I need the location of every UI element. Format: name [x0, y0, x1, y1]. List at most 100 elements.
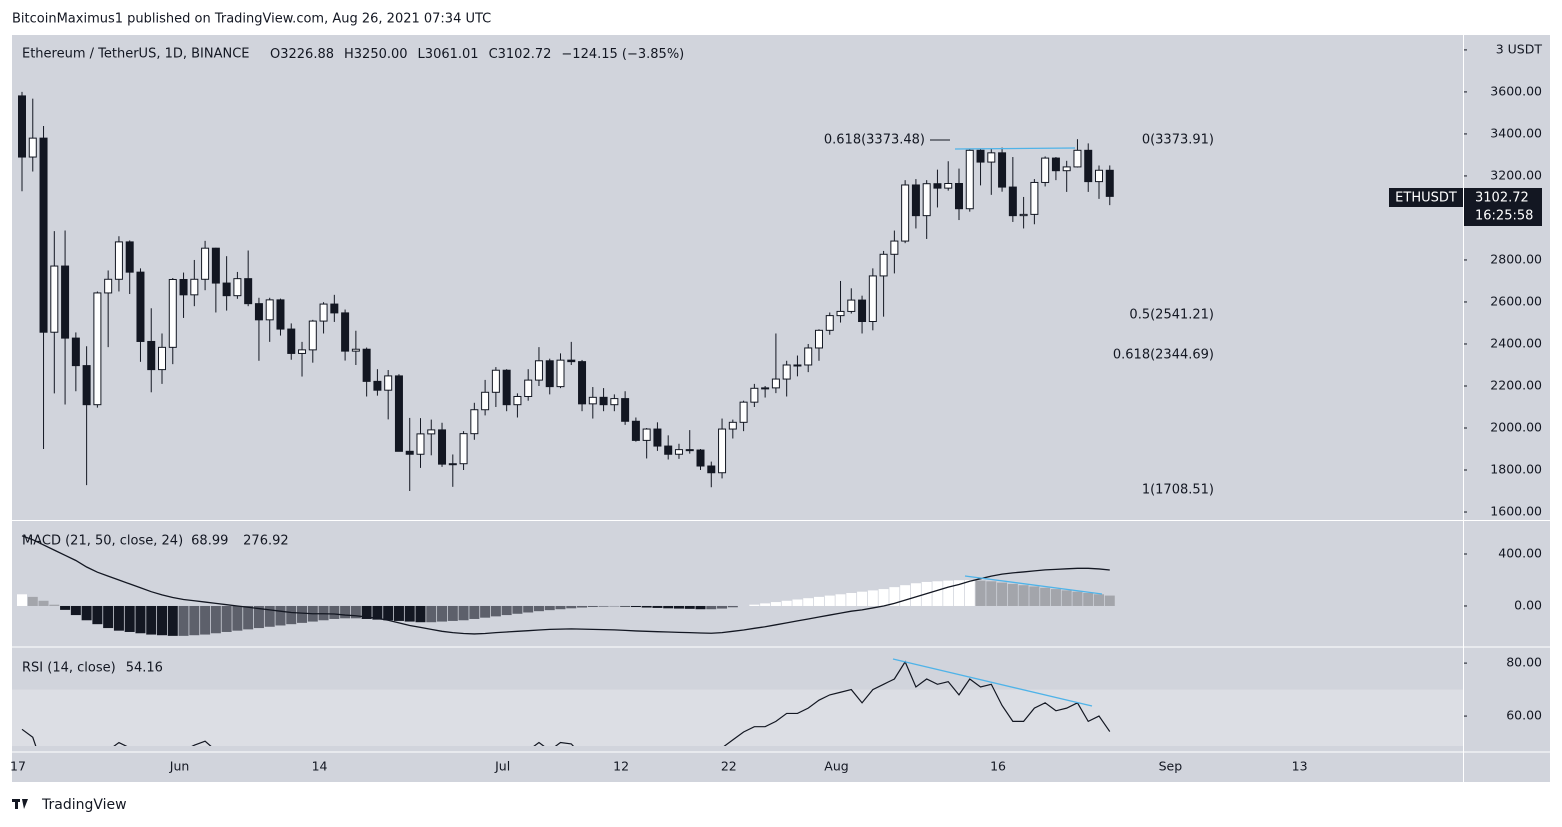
candle-body [782, 364, 791, 380]
histogram-bar [178, 605, 189, 636]
candle-body [330, 303, 339, 314]
candle-body [459, 433, 468, 465]
macd-reading: 68.99 [191, 534, 228, 549]
x-tick-label: 17 [10, 759, 26, 774]
x-tick-label: Sep [1159, 759, 1183, 774]
price-tag [1464, 188, 1542, 226]
histogram-bar [512, 605, 523, 614]
x-tick-label: 16 [990, 759, 1006, 774]
candle-body [276, 299, 285, 330]
candle-body [448, 463, 457, 466]
candle-body [556, 359, 565, 388]
candle-body [114, 241, 123, 280]
candle-body [545, 360, 554, 388]
candle-body [825, 315, 834, 331]
histogram-bar [92, 605, 103, 625]
candle-body [1008, 186, 1017, 217]
histogram-bar [490, 605, 501, 617]
histogram-bar [275, 605, 286, 626]
histogram-bar [695, 605, 706, 610]
publisher: BitcoinMaximus1 published on TradingView… [12, 12, 491, 27]
macd-pane [17, 535, 1115, 636]
histogram-bar [135, 605, 146, 634]
histogram-bar [663, 605, 674, 609]
histogram-bar [1094, 594, 1104, 606]
histogram-bar [975, 580, 986, 606]
histogram-bar [103, 605, 114, 629]
candle-body [61, 265, 70, 339]
candle-body [944, 183, 953, 189]
histogram-bar [361, 605, 372, 619]
x-tick-label: Jun [169, 759, 190, 774]
candle-body [685, 449, 694, 452]
candle-body [82, 365, 91, 406]
y-tick-label: 3200.00 [1490, 167, 1542, 182]
histogram-bar [878, 589, 889, 606]
candle-body [298, 349, 307, 354]
candle-body [190, 278, 199, 296]
histogram-bar [706, 605, 717, 610]
histogram-bar [480, 605, 491, 618]
candle-body [858, 299, 867, 323]
y-tick-label: 2400.00 [1490, 335, 1542, 350]
candle-body [718, 428, 727, 474]
candle-body [201, 247, 210, 280]
histogram-bar [350, 605, 361, 619]
histogram-bar [673, 605, 684, 609]
candle-body [287, 328, 296, 354]
histogram-bar [189, 605, 200, 636]
legend-value: 3250.00 [354, 47, 408, 62]
candle-body [341, 312, 350, 352]
histogram-bar [200, 605, 211, 635]
x-tick-label: 14 [312, 759, 328, 774]
candle-body [631, 420, 640, 441]
trend-line [954, 147, 1076, 150]
histogram-bar [264, 605, 275, 627]
candle-body [481, 391, 490, 411]
histogram-bar [652, 605, 663, 608]
candle-body [933, 183, 942, 189]
histogram-bar [910, 583, 921, 606]
y-tick-label: 60.00 [1506, 708, 1542, 723]
candle-body [868, 275, 877, 323]
rsi-line [21, 660, 1111, 746]
histogram-bar [17, 594, 27, 606]
candle-body [427, 429, 436, 435]
countdown: 16:25:58 [1475, 209, 1533, 224]
histogram-bar [555, 605, 566, 610]
candle-body [222, 282, 231, 297]
histogram-bar [900, 585, 911, 606]
candle-body [308, 320, 317, 351]
candle-body [911, 184, 920, 217]
histogram-bar [210, 605, 221, 634]
y-tick-label: 2800.00 [1490, 251, 1542, 266]
candle-body [18, 95, 26, 158]
candle-body [39, 137, 48, 333]
histogram-bar [620, 605, 631, 607]
candle-body [405, 450, 414, 455]
candle-body [901, 184, 910, 242]
histogram-bar [533, 605, 544, 612]
histogram-bar [447, 605, 458, 621]
candle-body [1073, 149, 1082, 168]
x-tick-label: 13 [1292, 759, 1308, 774]
histogram-bar [60, 605, 71, 610]
candle-body [599, 396, 608, 406]
x-tick-label: 12 [613, 759, 629, 774]
y-tick-label: 3600.00 [1490, 83, 1542, 98]
candle-body [674, 449, 683, 455]
histogram-bar [124, 605, 135, 632]
histogram-bar [943, 580, 954, 606]
candle-body [610, 398, 619, 406]
fib-label: 1(1708.51) [1142, 483, 1214, 498]
candle-body [578, 361, 587, 405]
candle-body [642, 428, 651, 441]
candle-body [664, 445, 673, 455]
histogram-bar [566, 605, 577, 609]
fib-label: 0.618(2344.69) [1113, 348, 1214, 363]
symbol-tag [1389, 188, 1463, 207]
symbol-tag-label: ETHUSDT [1395, 191, 1457, 206]
candle-body [1095, 169, 1103, 183]
candle-body [836, 310, 845, 317]
